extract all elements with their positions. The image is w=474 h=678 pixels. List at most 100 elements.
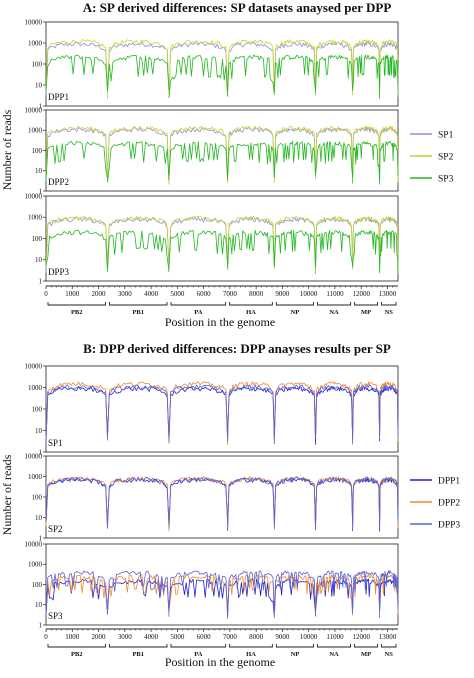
series-line-sp2: [45, 215, 399, 274]
x-tick-label: 4000: [144, 290, 159, 298]
x-tick-label: 13000: [379, 633, 397, 641]
y-tick-label: 10000: [25, 192, 43, 200]
y-tick-label: 10000: [25, 106, 43, 114]
x-axis: 0 1000 2000 3000 4000 5000 6000 7000 8000 9000 100…: [44, 285, 398, 316]
series-line-sp3: [45, 140, 399, 184]
subplot-a-3: 1 10 100 1000 10000 DPP3: [25, 192, 399, 285]
y-tick-label: 1000: [28, 39, 43, 47]
series-line-dpp1: [45, 386, 399, 445]
y-tick-label: 100: [32, 60, 43, 68]
segment-bracket: [170, 302, 227, 306]
panel-b: B: DPP derived differences: DPP anayses …: [0, 341, 460, 669]
x-tick-label: 5000: [170, 633, 185, 641]
x-tick-label: 2000: [92, 290, 107, 298]
subplot-frame: [45, 195, 399, 282]
y-tick-label: 100: [32, 493, 43, 501]
x-tick-label: 8000: [249, 290, 264, 298]
subplot-label: SP2: [48, 524, 63, 534]
y-tick-label: 1000: [28, 384, 43, 392]
legend: DPP1 DPP2 DPP3: [410, 477, 460, 531]
segment-label: PB1: [132, 651, 144, 658]
y-tick-label: 1: [39, 534, 43, 542]
x-tick-label: 6000: [197, 290, 212, 298]
x-tick-label: 10000: [300, 290, 318, 298]
series-line-sp2: [45, 125, 399, 184]
x-tick-label: 0: [44, 633, 48, 641]
y-tick-label: 10: [35, 167, 43, 175]
subplot-frame: [45, 365, 399, 453]
segment-label: MP: [361, 651, 371, 658]
series-line-sp2: [45, 39, 399, 100]
subplot-label: SP3: [48, 611, 63, 621]
y-tick-label: 10000: [25, 452, 43, 460]
x-tick-label: 9000: [275, 633, 290, 641]
series-line-dpp2: [45, 381, 399, 446]
y-tick-label: 1000: [28, 127, 43, 135]
legend-label: DPP2: [438, 499, 460, 509]
x-tick-label: 7000: [223, 290, 238, 298]
y-tick-label: 100: [32, 581, 43, 589]
segment-label: NP: [291, 309, 300, 316]
y-tick-label: 10: [35, 81, 43, 89]
y-tick-label: 1000: [28, 214, 43, 222]
segment-bracket: [381, 644, 397, 648]
y-tick-label: 1000: [28, 561, 43, 569]
subplot-frame: [45, 543, 399, 626]
segment-label: NP: [291, 651, 300, 658]
series-line-sp3: [45, 229, 399, 274]
y-tick-label: 1: [39, 187, 43, 195]
segment-bracket: [109, 302, 168, 306]
segment-label: HA: [246, 309, 256, 316]
x-tick-label: 2000: [92, 633, 107, 641]
segment-label: NS: [385, 309, 394, 316]
y-tick-label: 100: [32, 405, 43, 413]
panel-a-title: A: SP derived differences: SP datasets a…: [83, 0, 392, 15]
segment-bracket: [354, 302, 379, 306]
x-tick-label: 1000: [65, 290, 80, 298]
legend-label: SP3: [438, 175, 454, 185]
segment-bracket: [354, 644, 379, 648]
x-tick-label: 3000: [118, 633, 133, 641]
segment-label: NA: [329, 651, 339, 658]
legend-label: DPP1: [438, 477, 460, 487]
y-tick-label: 10000: [25, 362, 43, 370]
segment-bracket: [381, 302, 397, 306]
panel-b-ylabel: Number of reads: [0, 454, 14, 535]
x-tick-label: 13000: [379, 290, 397, 298]
y-tick-label: 1: [39, 621, 43, 629]
x-tick-label: 6000: [197, 633, 212, 641]
segment-bracket: [317, 302, 352, 306]
segment-label: NA: [329, 309, 339, 316]
x-tick-label: 9000: [275, 290, 290, 298]
series-line-dpp3: [45, 384, 399, 445]
legend-label: SP1: [438, 131, 454, 141]
x-axis: 0 1000 2000 3000 4000 5000 6000 7000 8000 9000 100…: [44, 628, 398, 658]
segment-label: PA: [194, 651, 202, 658]
y-tick-label: 1: [39, 448, 43, 456]
series-line-dpp3: [45, 570, 399, 619]
subplot-label: DPP1: [48, 92, 69, 102]
series-line-dpp1: [45, 477, 399, 532]
subplot-label: DPP2: [48, 177, 69, 187]
subplot-label: DPP3: [48, 267, 70, 277]
panel-a-xlabel: Position in the genome: [165, 315, 275, 329]
segment-label: PB2: [71, 651, 83, 658]
segment-label: PB1: [132, 309, 144, 316]
x-tick-label: 10000: [300, 633, 318, 641]
series-line-dpp3: [45, 476, 399, 530]
legend-label: SP2: [438, 153, 454, 163]
segment-label: MP: [361, 309, 371, 316]
subplot-a-2: 1 10 100 1000 10000 DPP2: [25, 106, 399, 195]
panel-a: A: SP derived differences: SP datasets a…: [0, 0, 454, 329]
segment-label: NS: [385, 651, 394, 658]
segment-bracket: [275, 302, 314, 306]
legend-label: DPP3: [438, 521, 460, 531]
segment-bracket: [109, 644, 168, 648]
legend: SP1 SP2 SP3: [410, 131, 454, 185]
y-tick-label: 10: [35, 601, 43, 609]
segment-bracket: [229, 302, 273, 306]
segment-label: PA: [194, 309, 202, 316]
series-line-sp1: [45, 41, 399, 97]
y-tick-label: 10000: [25, 540, 43, 548]
